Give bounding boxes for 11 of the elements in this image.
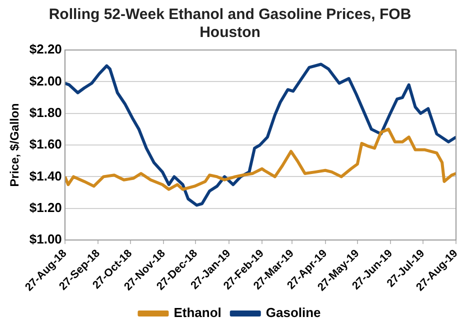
- y-tick-label: $1.80: [29, 104, 62, 120]
- y-tick-label: $1.20: [29, 200, 62, 215]
- y-axis-title: Price, $/Gallon: [8, 103, 22, 187]
- y-tick-label: $2.00: [29, 73, 62, 88]
- y-tick-label: $1.00: [29, 232, 62, 247]
- y-tick-label: $1.40: [29, 168, 62, 184]
- legend-label: Ethanol: [174, 305, 222, 320]
- y-tick-label: $2.20: [29, 42, 62, 57]
- legend-label: Gasoline: [266, 305, 321, 320]
- y-tick-label: $1.60: [29, 136, 62, 152]
- chart-title: Rolling 52-Week Ethanol and Gasoline Prices, FOB Houston: [48, 6, 412, 42]
